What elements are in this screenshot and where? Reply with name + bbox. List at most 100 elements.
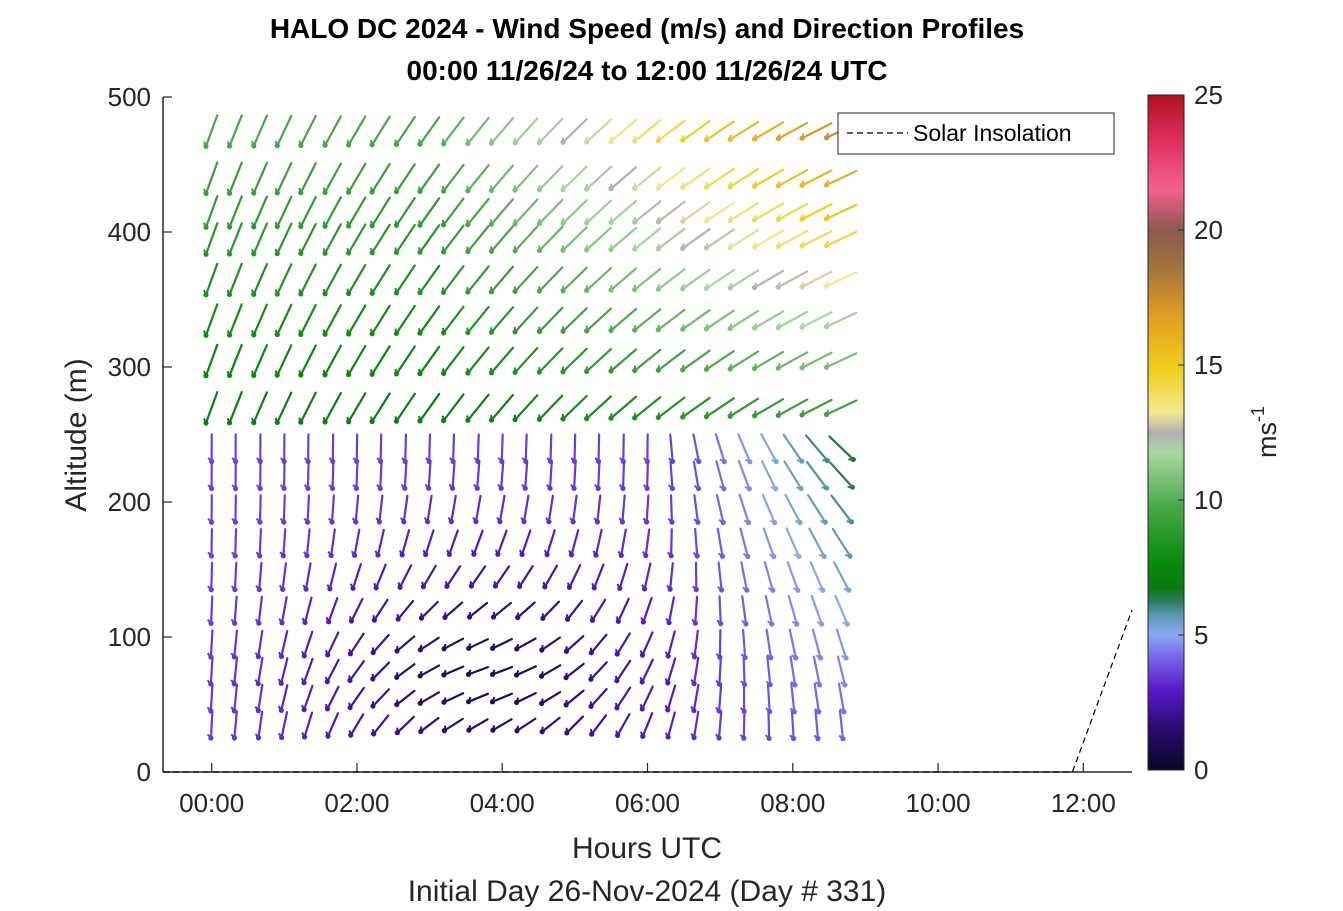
- wind-barb: [274, 263, 293, 297]
- y-tick-label: 400: [108, 217, 151, 247]
- wind-barb: [206, 629, 214, 660]
- wind-barb: [465, 305, 490, 336]
- wind-barb: [395, 599, 415, 622]
- wind-barb: [279, 494, 287, 525]
- wind-barb: [274, 195, 293, 230]
- wind-barb: [398, 529, 411, 558]
- wind-barb: [813, 709, 821, 742]
- wind-barb: [560, 118, 588, 145]
- wind-barb: [655, 227, 686, 252]
- wind-barb: [347, 686, 365, 711]
- wind-barb: [655, 396, 686, 421]
- wind-barb: [775, 202, 809, 223]
- wind-barb: [560, 307, 588, 334]
- wind-barb: [589, 598, 607, 623]
- wind-barb: [751, 310, 785, 331]
- wind-barb: [804, 434, 831, 464]
- wind-barb: [664, 657, 677, 686]
- wind-barb: [837, 682, 847, 715]
- wind-barb: [703, 309, 735, 332]
- wind-barb: [274, 303, 293, 338]
- wind-barb: [664, 630, 676, 659]
- wind-barb: [799, 203, 833, 222]
- wind-barb: [570, 433, 578, 465]
- wind-barb: [465, 346, 490, 376]
- wind-barb: [784, 493, 803, 526]
- wind-barb: [349, 563, 362, 591]
- colorbar-tick-label: 25: [1194, 80, 1223, 110]
- wind-barb: [823, 169, 858, 188]
- wind-barb: [786, 561, 801, 593]
- wind-barb: [831, 527, 853, 559]
- wind-barb: [255, 460, 263, 492]
- wind-barb: [370, 688, 390, 709]
- wind-barb: [440, 265, 465, 295]
- wind-barb: [417, 345, 441, 377]
- wind-barb: [374, 528, 385, 558]
- wind-barb: [327, 528, 336, 559]
- wind-barb: [805, 460, 830, 491]
- y-tick-label: 200: [108, 487, 151, 517]
- wind-barb: [347, 659, 365, 684]
- wind-barb: [569, 494, 578, 525]
- wind-barb: [666, 528, 674, 559]
- wind-barb: [370, 633, 390, 656]
- wind-barb: [255, 528, 263, 559]
- wind-barb: [717, 561, 725, 593]
- wind-barb: [488, 346, 515, 376]
- wind-barb: [322, 223, 342, 256]
- wind-barb: [351, 494, 360, 525]
- wind-barb: [417, 392, 441, 424]
- y-axis-label: Altitude (m): [60, 358, 93, 511]
- wind-barb: [751, 121, 785, 142]
- wind-barb: [400, 494, 409, 525]
- wind-barb: [473, 433, 481, 465]
- wind-barb: [418, 716, 440, 735]
- wind-barb: [376, 433, 384, 465]
- wind-barb: [465, 197, 490, 228]
- wind-barb: [325, 631, 340, 658]
- wind-barb: [715, 629, 723, 660]
- wind-barb: [274, 391, 293, 426]
- wind-barb: [417, 197, 441, 228]
- wind-barb: [488, 164, 515, 194]
- wind-barb: [655, 268, 686, 292]
- wind-barb: [514, 717, 537, 734]
- wind-barb: [592, 528, 603, 558]
- wind-barb: [760, 433, 779, 465]
- wind-barb: [512, 164, 539, 193]
- wind-barb: [799, 311, 833, 330]
- wind-barb: [764, 709, 772, 742]
- legend-label: Solar Insolation: [913, 120, 1072, 146]
- wind-barb: [655, 119, 686, 144]
- wind-barb: [536, 266, 564, 294]
- wind-barb: [680, 349, 711, 373]
- wind-barb: [716, 527, 726, 559]
- wind-barb: [618, 460, 626, 491]
- wind-barb: [617, 528, 627, 558]
- wind-barb: [751, 350, 785, 372]
- wind-barb: [417, 116, 441, 147]
- wind-barb: [539, 690, 562, 707]
- wind-barb: [836, 655, 848, 688]
- wind-barb: [251, 222, 269, 257]
- wind-barb: [424, 460, 432, 491]
- wind-barb: [346, 392, 367, 425]
- wind-barb: [512, 394, 539, 423]
- wind-barb: [393, 264, 416, 296]
- wind-barb: [369, 264, 391, 296]
- wind-barb: [782, 433, 805, 464]
- wind-barb: [788, 628, 799, 661]
- wind-barb: [348, 713, 365, 738]
- wind-barb: [593, 494, 602, 525]
- wind-barb: [632, 267, 662, 293]
- wind-barb: [536, 394, 564, 422]
- wind-barb: [400, 460, 408, 491]
- x-tick-label: 08:00: [760, 788, 825, 818]
- wind-barb: [703, 349, 735, 373]
- wind-barb: [727, 201, 760, 224]
- wind-barb: [514, 637, 537, 652]
- wind-barb: [207, 460, 215, 492]
- wind-barb: [494, 529, 508, 557]
- wind-barb: [715, 493, 726, 526]
